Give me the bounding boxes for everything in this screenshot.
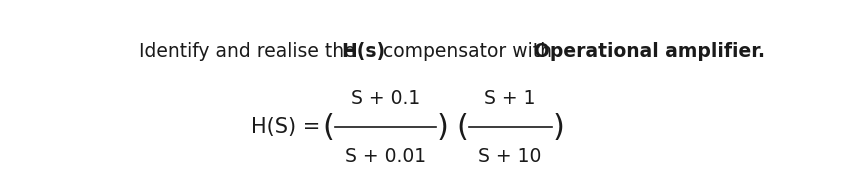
- Text: ): ): [552, 113, 564, 142]
- Text: Identify and realise the: Identify and realise the: [139, 42, 361, 61]
- Text: S + 1: S + 1: [484, 89, 536, 108]
- Text: Operational amplifier.: Operational amplifier.: [534, 42, 766, 61]
- Text: S + 10: S + 10: [478, 147, 542, 166]
- Text: S + 0.1: S + 0.1: [351, 89, 420, 108]
- Text: ): ): [437, 113, 449, 142]
- Text: H(s): H(s): [341, 42, 385, 61]
- Text: H(S) =: H(S) =: [251, 117, 320, 137]
- Text: (: (: [456, 113, 468, 142]
- Text: (: (: [322, 113, 334, 142]
- Text: S + 0.01: S + 0.01: [345, 147, 426, 166]
- Text: compensator with: compensator with: [377, 42, 558, 61]
